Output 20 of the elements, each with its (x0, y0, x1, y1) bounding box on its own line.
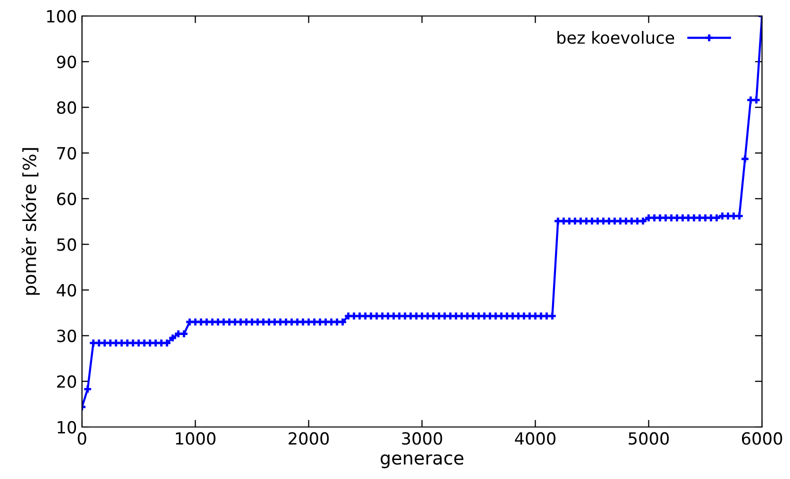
x-tick-label: 4000 (514, 432, 556, 445)
x-tick-label: 2000 (288, 432, 329, 445)
x-tick-label: 3000 (402, 432, 442, 445)
x-axis-title: generace (380, 454, 464, 468)
y-axis-title: poměr skóre [%] (22, 148, 40, 295)
x-tick-label: 6000 (742, 432, 782, 445)
y-tick-label: 90 (56, 56, 76, 68)
y-tick-label: 70 (57, 146, 76, 160)
y-tick-label: 10 (58, 420, 76, 434)
y-tick-label: 60 (57, 192, 76, 206)
y-tick-label: 50 (57, 238, 76, 251)
x-tick-label: 5000 (628, 432, 669, 445)
y-tick-label: 100 (47, 10, 76, 23)
y-tick-label: 40 (56, 284, 76, 297)
y-tick-label: 30 (57, 330, 76, 342)
x-tick-label: 1000 (176, 432, 216, 445)
y-tick-label: 80 (57, 101, 76, 114)
y-tick-label: 20 (57, 375, 76, 388)
legend-label: bez koevoluce (557, 31, 674, 44)
x-tick-label: 0 (78, 432, 86, 445)
